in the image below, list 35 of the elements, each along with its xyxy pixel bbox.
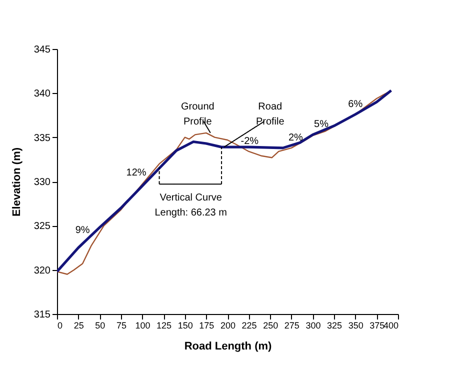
y-axis-title: Elevation (m) <box>10 147 23 217</box>
x-tick-label: 350 <box>348 320 364 330</box>
x-tick-label: 100 <box>135 320 150 330</box>
annotation: Vertical Curve Length: 66.23 m <box>154 192 227 218</box>
x-tick-label: 75 <box>116 320 126 330</box>
x-tick-label: 150 <box>178 320 193 330</box>
annotation: 5% <box>314 119 329 130</box>
y-tick-label: 330 <box>34 177 51 188</box>
y-tick-label: 340 <box>34 88 51 100</box>
y-tick-label: 325 <box>34 221 51 232</box>
annotation: Ground Profile <box>180 101 214 128</box>
x-tick-label: 250 <box>263 320 278 330</box>
annotation: 6% <box>348 98 363 110</box>
x-tick-label: 200 <box>220 320 236 330</box>
x-tick-label: 375 <box>370 320 385 330</box>
annotation: 12% <box>126 168 146 179</box>
y-tick-label: 335 <box>34 132 51 144</box>
x-tick-label: 300 <box>306 320 321 330</box>
x-tick-label: 0 <box>58 320 63 330</box>
x-tick-label: 50 <box>95 320 106 330</box>
x-tick-label: 400 <box>383 320 398 330</box>
x-tick-label: 275 <box>284 320 300 330</box>
annotation: -2% <box>240 136 259 147</box>
y-tick-label: 345 <box>34 44 51 56</box>
y-tick-label: 320 <box>34 265 51 276</box>
x-tick-label: 225 <box>242 320 257 330</box>
annotation: Road Profile <box>256 101 285 128</box>
x-axis-title: Road Length (m) <box>184 340 272 352</box>
x-tick-label: 125 <box>156 320 172 330</box>
x-tick-label: 175 <box>199 320 214 330</box>
x-tick-label: 25 <box>74 320 84 330</box>
y-tick-label: 315 <box>34 310 51 320</box>
annotation: 2% <box>288 132 304 144</box>
x-tick-label: 325 <box>327 320 342 330</box>
annotation: 9% <box>75 225 90 236</box>
